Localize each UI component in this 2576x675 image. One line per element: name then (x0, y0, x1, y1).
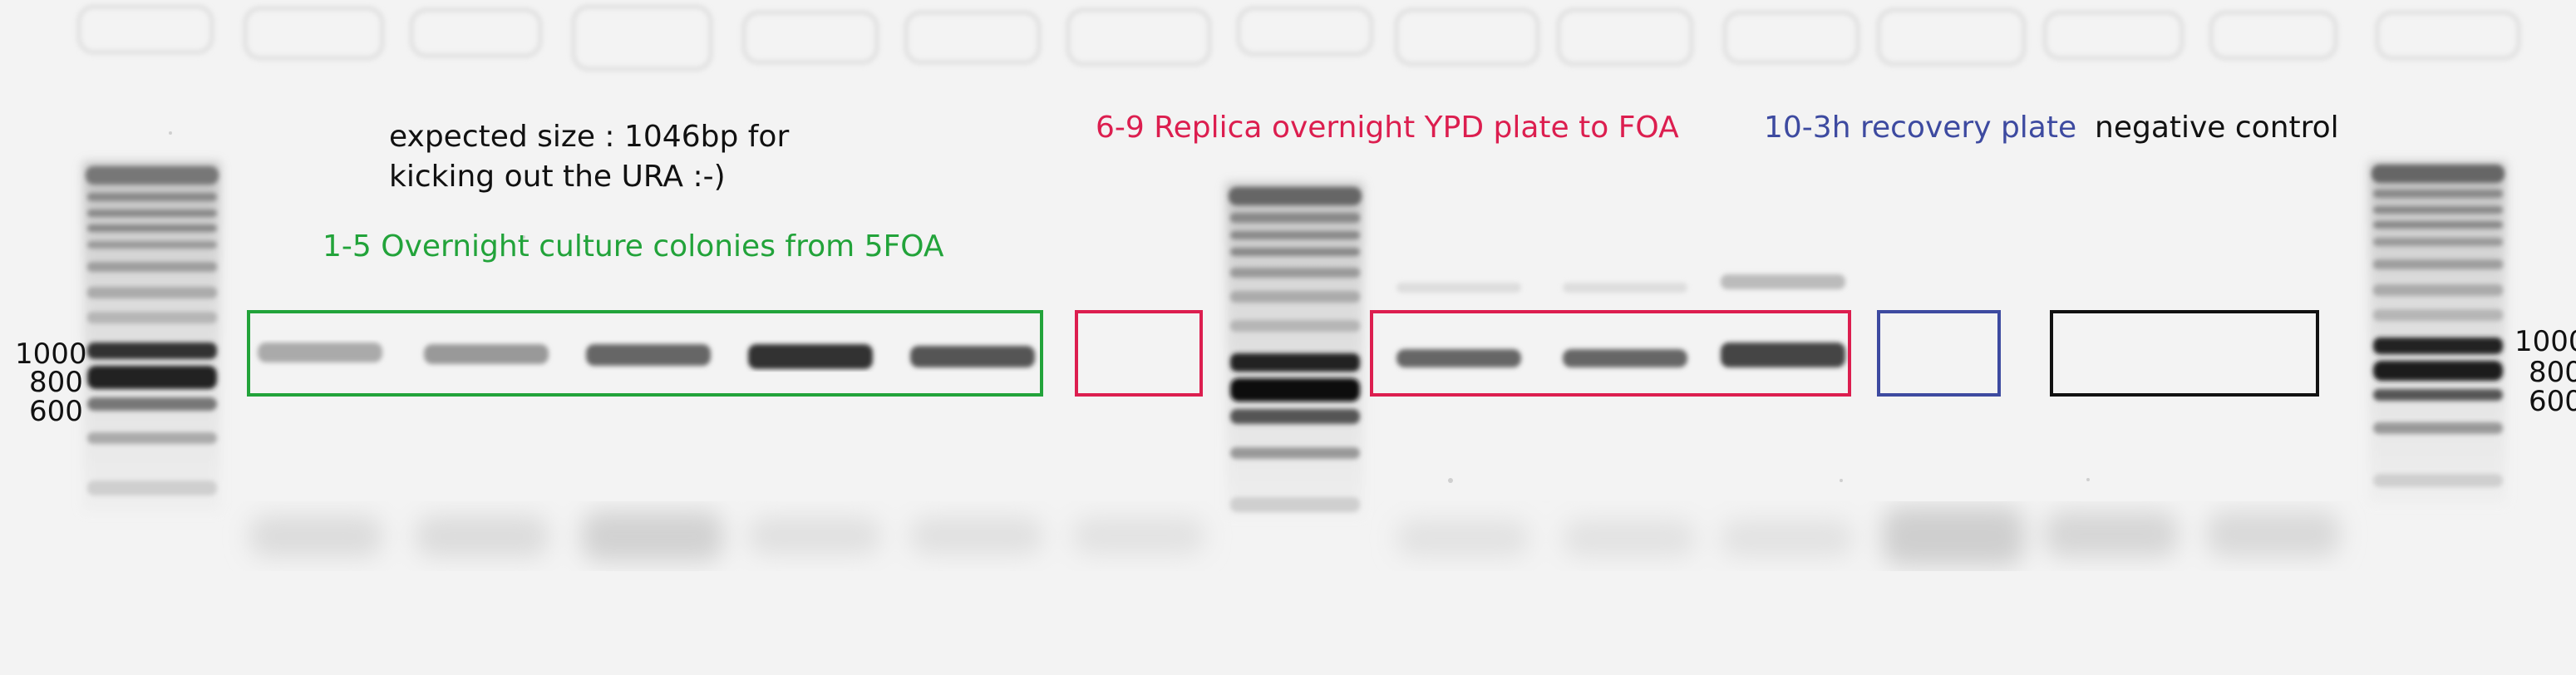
marker-left-800: 800 (29, 366, 83, 399)
marker-left-1000: 1000 (15, 338, 87, 371)
bands-lanes-6-9 (1396, 274, 1845, 367)
marker-left-600: 600 (29, 395, 83, 428)
box-lanes-1-5 (247, 310, 1043, 397)
label-negative-control: negative control (2095, 111, 2339, 145)
box-lanes-7-9 (1370, 310, 1851, 397)
ladder-left (83, 162, 220, 511)
box-lane-10 (1877, 310, 2001, 397)
box-lane-6 (1075, 310, 1203, 397)
marker-right-600: 600 (2529, 385, 2576, 418)
label-lane-10: 10-3h recovery plate (1764, 111, 2077, 145)
ladder-middle (1226, 183, 1363, 515)
label-lanes-6-9: 6-9 Replica overnight YPD plate to FOA (1096, 111, 1679, 145)
box-negative-control (2050, 310, 2319, 397)
specks (169, 131, 2090, 483)
wells (76, 4, 2521, 71)
ladder-right (2369, 162, 2506, 503)
marker-right-1000: 1000 (2514, 325, 2576, 358)
bands-lanes-1-5 (258, 342, 1035, 369)
label-lanes-1-5: 1-5 Overnight culture colonies from 5FOA (323, 229, 944, 264)
primer-smears (249, 507, 2340, 565)
expected-size-line2: kicking out the URA :-) (389, 160, 726, 194)
marker-right-800: 800 (2529, 356, 2576, 389)
expected-size-line1: expected size : 1046bp for (389, 120, 790, 154)
